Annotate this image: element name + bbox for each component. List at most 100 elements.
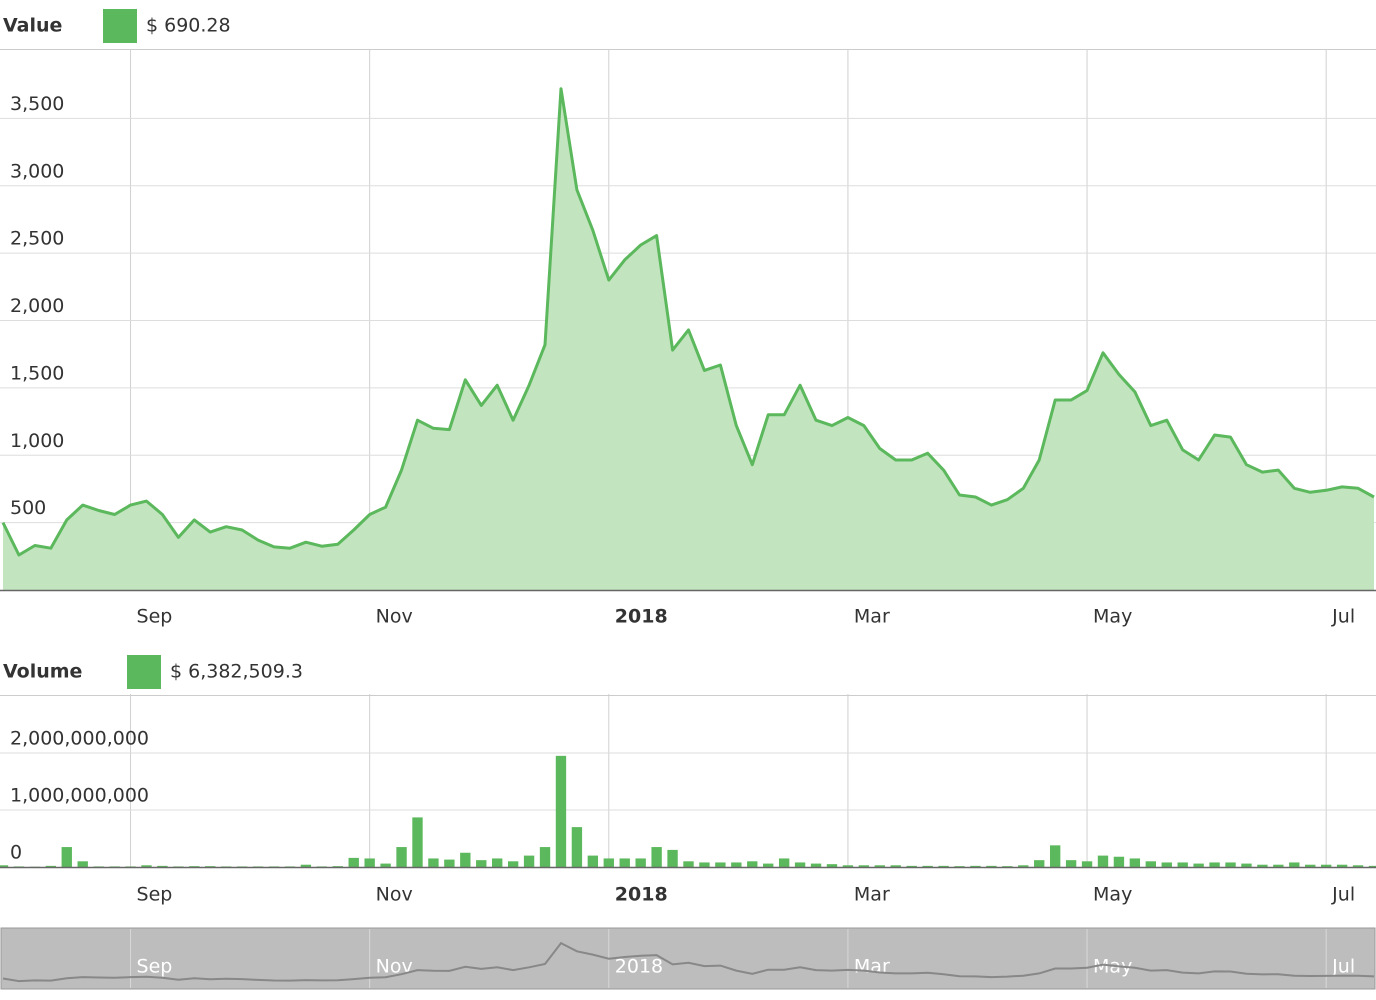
bar: [93, 866, 104, 867]
navigator-label: Mar: [854, 956, 890, 978]
bar: [810, 863, 822, 867]
y-tick-label: 2,500: [10, 228, 64, 250]
bar: [1129, 858, 1141, 867]
y-tick-label: 1,500: [10, 362, 64, 384]
bar: [683, 861, 694, 867]
bar: [794, 862, 806, 867]
bar: [396, 847, 407, 867]
bar: [1049, 845, 1061, 867]
legend-swatch: [127, 655, 161, 689]
legend-value: $ 6,382,509.3: [170, 661, 303, 683]
bar: [1081, 861, 1093, 867]
bar: [555, 755, 567, 867]
bar: [492, 858, 503, 867]
bar: [173, 866, 184, 867]
bar: [364, 858, 375, 867]
bar: [205, 866, 216, 867]
bar: [236, 866, 248, 867]
bar: [476, 860, 487, 867]
bar: [284, 866, 296, 867]
bar: [1145, 861, 1156, 867]
navigator[interactable]: [0, 927, 1376, 990]
bar: [571, 827, 583, 867]
bar: [1257, 864, 1268, 867]
bar: [858, 865, 870, 867]
bar: [1368, 865, 1376, 867]
bar: [1209, 862, 1220, 867]
bar: [507, 861, 519, 867]
y-tick-label: 2,000,000,000: [10, 728, 149, 750]
bar: [1305, 864, 1316, 867]
bar: [189, 866, 200, 867]
chart-title: Value: [3, 15, 62, 37]
bar: [268, 866, 280, 867]
bar: [1241, 863, 1252, 867]
bar: [763, 863, 774, 867]
bar: [316, 866, 328, 867]
x-tick-label: 2018: [615, 884, 668, 906]
x-tick-label: 2018: [615, 606, 668, 628]
navigator-label: Nov: [376, 956, 413, 978]
y-tick-label: 1,000,000,000: [10, 785, 149, 807]
bar: [922, 865, 933, 867]
bar: [1352, 865, 1364, 867]
bar: [141, 865, 152, 867]
navigator-label: Jul: [1331, 956, 1355, 978]
area-fill: [3, 88, 1374, 590]
y-tick-label: 1,000: [10, 430, 64, 452]
x-tick-label: Nov: [376, 884, 413, 906]
navigator-line: [2, 941, 1375, 983]
bar: [1097, 855, 1109, 867]
bar: [938, 865, 949, 867]
y-tick-label: 2,000: [10, 295, 64, 317]
bar: [412, 817, 423, 867]
bar: [1336, 864, 1348, 867]
y-tick-label: 3,500: [10, 93, 64, 115]
y-tick-label: 3,000: [10, 160, 64, 182]
bar: [1177, 862, 1188, 867]
x-tick-label: Sep: [137, 884, 173, 906]
bar: [1113, 856, 1125, 867]
bar: [842, 865, 854, 867]
bar: [954, 866, 965, 867]
bar: [61, 847, 72, 867]
x-tick-label: Jul: [1331, 884, 1355, 906]
bar: [970, 865, 981, 867]
legend-value: $ 690.28: [146, 15, 231, 37]
chart-title: Volume: [3, 661, 82, 683]
bar: [125, 866, 136, 867]
bar: [45, 865, 57, 867]
bar: [699, 862, 710, 867]
bar: [380, 863, 391, 867]
bar: [1225, 862, 1236, 867]
bar: [13, 866, 25, 867]
x-tick-label: May: [1093, 606, 1132, 628]
bar: [460, 852, 471, 867]
bar: [667, 849, 678, 867]
x-tick-label: Mar: [854, 884, 890, 906]
bar: [906, 865, 917, 867]
bar: [157, 865, 168, 867]
bar: [444, 859, 455, 867]
bar: [348, 857, 359, 867]
x-tick-label: Mar: [854, 606, 890, 628]
bar: [1320, 864, 1332, 867]
x-tick-label: May: [1093, 884, 1132, 906]
bar: [587, 855, 599, 867]
bar: [428, 858, 439, 867]
bar: [603, 858, 614, 867]
bar: [874, 865, 885, 867]
bar: [221, 866, 232, 867]
y-tick-label: 500: [10, 497, 46, 519]
bar: [1161, 862, 1172, 867]
bar: [539, 847, 551, 867]
bar: [1002, 866, 1013, 867]
bar: [715, 862, 726, 867]
bar: [523, 855, 535, 867]
bar: [747, 861, 758, 867]
bar: [826, 864, 838, 867]
bar: [1018, 865, 1029, 867]
bar: [890, 865, 901, 867]
navigator-label: 2018: [615, 956, 663, 978]
bar: [986, 865, 997, 867]
